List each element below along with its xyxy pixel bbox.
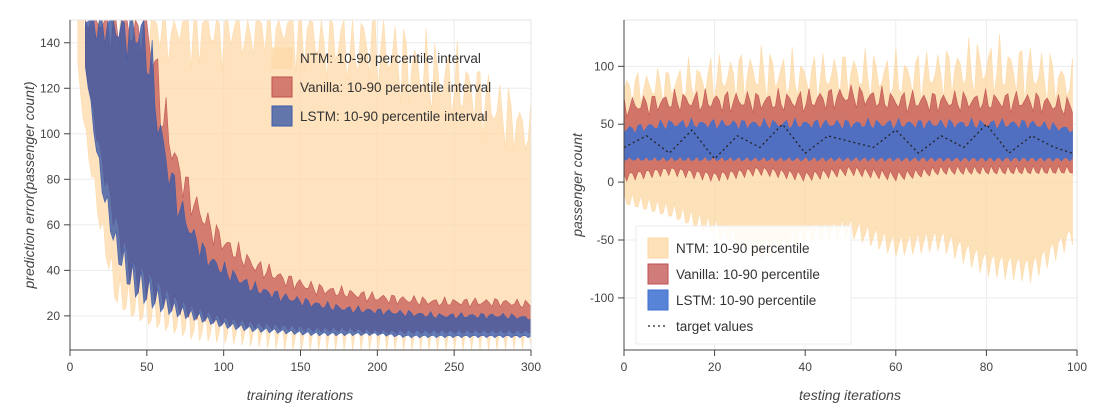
interval-bands xyxy=(623,33,1073,283)
y-tick-label: 100 xyxy=(40,127,60,141)
x-tick-label: 100 xyxy=(1067,360,1087,374)
training-error-chart: 0 50 100 150 200 250 300 20 40 60 80 100 120 140 trai… xyxy=(21,18,541,403)
legend-swatch xyxy=(647,289,669,311)
legend-swatch xyxy=(647,263,669,285)
y-tick-label: -100 xyxy=(590,291,614,305)
legend-label: Vanilla: 10-90 percentile interval xyxy=(300,80,491,95)
y-tick-label: 50 xyxy=(601,117,615,131)
band-lstm xyxy=(623,117,1073,162)
legend-swatch xyxy=(271,76,293,98)
axes: 0 50 100 150 200 250 300 20 40 60 80 100 120 140 xyxy=(40,20,541,374)
legend-swatch xyxy=(271,105,293,127)
y-tick-label: 40 xyxy=(47,263,61,277)
legend-label: LSTM: 10-90 percentile xyxy=(676,293,816,308)
legend-box xyxy=(635,225,852,345)
x-axis-label: training iterations xyxy=(247,387,354,403)
y-tick-label: 120 xyxy=(40,81,60,95)
x-tick-label: 20 xyxy=(708,360,722,374)
x-tick-label: 100 xyxy=(214,360,234,374)
x-tick-label: 0 xyxy=(621,360,628,374)
x-tick-label: 0 xyxy=(67,360,74,374)
x-tick-label: 200 xyxy=(367,360,387,374)
y-tick-label: 20 xyxy=(47,309,61,323)
legend: NTM: 10-90 percentile interval Vanilla: 1… xyxy=(271,47,491,127)
y-tick-label: 100 xyxy=(594,59,614,73)
y-tick-label: 60 xyxy=(47,218,61,232)
y-axis-label: prediction error(passenger count) xyxy=(21,82,37,290)
legend-label: target values xyxy=(676,319,754,334)
legend-swatch xyxy=(647,237,669,259)
x-tick-label: 40 xyxy=(799,360,813,374)
x-tick-label: 50 xyxy=(140,360,154,374)
legend: NTM: 10-90 percentile Vanilla: 10-90 perc… xyxy=(635,225,852,345)
legend-label: NTM: 10-90 percentile interval xyxy=(300,51,481,66)
legend-label: NTM: 10-90 percentile xyxy=(676,241,810,256)
x-tick-label: 80 xyxy=(980,360,994,374)
interval-bands xyxy=(77,18,532,351)
x-tick-label: 150 xyxy=(290,360,310,374)
axes: 0 20 40 60 80 100 100 50 0 -50 -100 xyxy=(590,20,1087,374)
y-tick-label: 0 xyxy=(607,175,614,189)
x-tick-label: 60 xyxy=(889,360,903,374)
testing-passenger-chart: 0 20 40 60 80 100 100 50 0 -50 -100 testing iterat… xyxy=(569,19,1087,403)
y-tick-label: 80 xyxy=(47,172,61,186)
y-axis-label: passenger count xyxy=(569,132,585,238)
x-tick-label: 250 xyxy=(444,360,464,374)
legend-label: Vanilla: 10-90 percentile xyxy=(676,267,820,282)
x-axis-label: testing iterations xyxy=(799,387,901,403)
y-tick-label: -50 xyxy=(597,233,615,247)
legend-swatch xyxy=(271,47,293,69)
legend-label: LSTM: 10-90 percentile interval xyxy=(300,109,488,124)
y-tick-label: 140 xyxy=(40,36,60,50)
x-tick-label: 300 xyxy=(521,360,541,374)
